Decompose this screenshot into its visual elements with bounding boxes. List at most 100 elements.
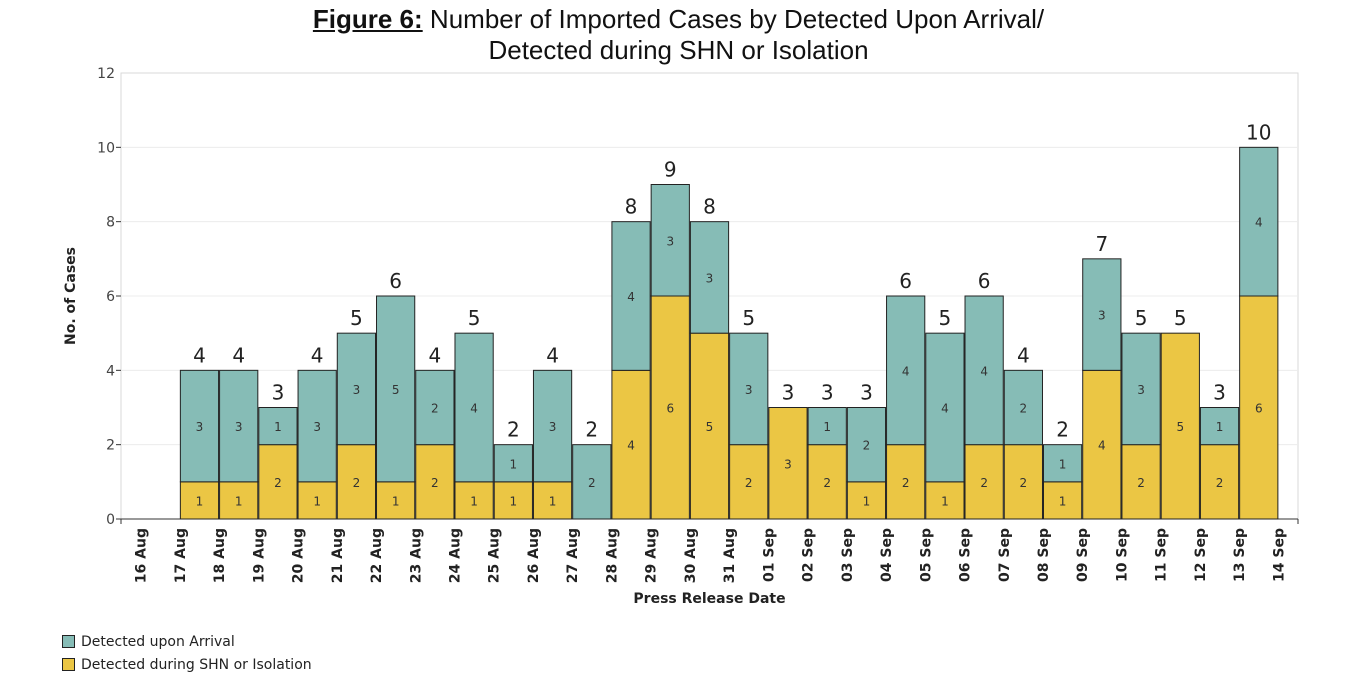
bar-label-arrival: 3 (1098, 309, 1106, 323)
bar-label-shn: 2 (353, 476, 361, 490)
bar-total-label: 5 (468, 306, 481, 330)
bar-total-label: 2 (585, 418, 598, 442)
x-tick-label: 14 Sep (1271, 528, 1287, 582)
bar-label-arrival: 1 (1216, 420, 1224, 434)
chart-title: Figure 6: Number of Imported Cases by De… (0, 4, 1357, 66)
bar-label-shn: 1 (392, 494, 400, 508)
bar-label-shn: 1 (196, 494, 204, 508)
x-tick-label: 20 Aug (291, 528, 307, 583)
x-tick-label: 10 Sep (1114, 528, 1130, 582)
y-tick-label: 4 (106, 363, 115, 379)
bar-label-shn: 1 (313, 494, 321, 508)
bar-shn (1082, 369, 1122, 520)
x-tick-label: 23 Aug (408, 528, 424, 583)
bar-shn (886, 444, 926, 520)
bar-arrival (415, 369, 455, 446)
bar-shn (336, 444, 377, 520)
bar-label-shn: 4 (1098, 439, 1106, 453)
bar-label-arrival: 4 (941, 402, 949, 416)
bar-label-shn: 2 (1137, 476, 1145, 490)
bar-label-shn: 4 (627, 439, 635, 453)
bar-total-label: 5 (939, 306, 952, 330)
x-tick-label: 22 Aug (369, 528, 385, 583)
title-line-1: Number of Imported Cases by Detected Upo… (429, 4, 1045, 34)
legend-swatch-arrival (62, 635, 75, 648)
bar-label-shn: 2 (902, 476, 910, 490)
bar-shn (1160, 332, 1200, 520)
bar-label-arrival: 4 (902, 364, 910, 378)
bar-arrival (925, 332, 965, 483)
y-tick-label: 8 (106, 215, 115, 231)
bar-arrival (493, 444, 533, 483)
x-tick-label: 09 Sep (1075, 528, 1091, 582)
bar-total-label: 4 (193, 343, 206, 367)
legend-item-shn: Detected during SHN or Isolation (62, 653, 312, 676)
x-tick-label: 01 Sep (761, 528, 777, 582)
y-tick-label: 6 (106, 289, 115, 305)
bar-arrival (964, 295, 1004, 446)
x-tick-label: 27 Aug (565, 528, 581, 583)
x-tick-label: 12 Sep (1193, 528, 1209, 582)
bar-total-label: 6 (899, 269, 912, 293)
bar-arrival (219, 369, 259, 483)
figure-number: Figure 6: (312, 4, 423, 34)
legend-label-shn: Detected during SHN or Isolation (81, 656, 312, 673)
bar-shn (1199, 444, 1240, 520)
bar-label-shn: 1 (470, 494, 478, 508)
bar-arrival (611, 221, 651, 371)
bar-label-shn: 2 (980, 476, 988, 490)
bar-total-label: 3 (1213, 381, 1226, 405)
bar-arrival (689, 221, 730, 334)
bar-total-label: 3 (821, 381, 834, 405)
bar-shn (611, 369, 651, 520)
x-tick-label: 18 Aug (212, 528, 228, 583)
bar-total-label: 9 (664, 158, 677, 182)
bar-arrival (532, 369, 573, 483)
legend-label-arrival: Detected upon Arrival (81, 633, 235, 650)
bar-total-label: 5 (350, 306, 363, 330)
bar-shn (729, 444, 769, 520)
x-tick-label: 13 Sep (1232, 528, 1248, 582)
bar-label-arrival: 4 (980, 364, 988, 378)
x-tick-label: 17 Aug (173, 528, 189, 583)
bar-label-arrival: 1 (274, 420, 282, 434)
bar-label-arrival: 3 (706, 271, 714, 285)
title-line-2: Detected during SHN or Isolation (488, 35, 869, 65)
bar-total-label: 4 (1017, 343, 1030, 367)
bar-arrival (1003, 369, 1043, 446)
bar-total-label: 8 (703, 195, 716, 219)
x-axis-title: Press Release Date (633, 591, 785, 607)
y-tick-label: 12 (97, 66, 115, 82)
bar-label-arrival: 2 (588, 476, 596, 490)
bar-arrival (258, 407, 298, 446)
bar-total-label: 3 (272, 381, 285, 405)
y-tick-label: 10 (97, 140, 115, 156)
bar-total-label: 7 (1095, 232, 1108, 256)
x-tick-label: 30 Aug (683, 528, 699, 583)
x-tick-label: 19 Aug (251, 528, 267, 583)
x-tick-label: 26 Aug (526, 528, 542, 583)
y-tick-label: 2 (106, 438, 115, 454)
bar-label-shn: 2 (1216, 476, 1224, 490)
bar-label-arrival: 3 (353, 383, 361, 397)
bar-arrival (807, 407, 847, 446)
bar-label-shn: 1 (510, 494, 518, 508)
bar-total-label: 4 (428, 343, 441, 367)
bar-arrival (572, 444, 612, 520)
bar-total-label: 3 (860, 381, 873, 405)
bar-label-shn: 6 (1255, 402, 1263, 416)
x-tick-label: 29 Aug (644, 528, 660, 583)
bar-total-label: 4 (232, 343, 245, 367)
y-axis-title: No. of Cases (63, 247, 79, 345)
bar-shn (807, 444, 847, 520)
x-tick-label: 02 Sep (801, 528, 817, 582)
x-tick-label: 06 Sep (958, 528, 974, 582)
bar-label-shn: 6 (666, 402, 674, 416)
bar-shn (179, 481, 220, 520)
bar-label-shn: 1 (549, 494, 557, 508)
legend-item-arrival: Detected upon Arrival (62, 630, 312, 653)
bar-shn (1239, 295, 1279, 520)
bar-label-arrival: 4 (1255, 216, 1263, 230)
x-tick-label: 24 Aug (447, 528, 463, 583)
